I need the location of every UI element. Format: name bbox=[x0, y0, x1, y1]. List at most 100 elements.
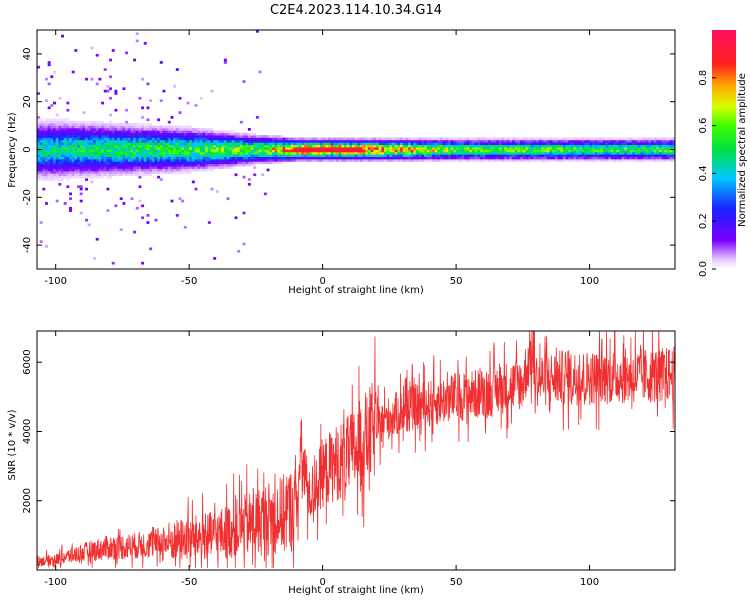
heatmap-cell bbox=[223, 135, 227, 138]
heatmap-cell bbox=[141, 166, 145, 169]
heatmap-cell bbox=[456, 156, 460, 160]
heatmap-cell bbox=[74, 123, 78, 126]
heatmap-cell bbox=[474, 151, 478, 155]
heatmap-cell bbox=[143, 168, 147, 172]
heatmap-cell bbox=[653, 154, 657, 157]
heatmap-cell bbox=[157, 137, 161, 141]
heatmap-cell bbox=[247, 132, 251, 136]
heatmap-cell bbox=[93, 125, 97, 129]
heatmap-cell bbox=[157, 132, 161, 136]
heatmap-cell bbox=[402, 149, 406, 153]
heatmap-cell bbox=[106, 154, 110, 157]
heatmap-cell bbox=[215, 147, 219, 150]
heatmap-cell bbox=[58, 137, 62, 141]
heatmap-cell bbox=[122, 161, 126, 165]
heatmap-cell bbox=[490, 147, 494, 150]
heatmap-cell bbox=[624, 142, 628, 146]
heatmap-cell bbox=[117, 168, 121, 172]
heatmap-cell bbox=[576, 137, 580, 141]
heatmap-cell bbox=[263, 139, 267, 143]
heatmap-cell bbox=[85, 168, 89, 172]
heatmap-cell bbox=[194, 130, 198, 134]
heatmap-cell bbox=[197, 168, 201, 172]
heatmap-cell bbox=[645, 154, 649, 157]
heatmap-cell bbox=[37, 123, 40, 126]
heatmap-cell bbox=[226, 135, 230, 138]
heatmap-cell bbox=[178, 151, 182, 155]
heatmap-cell bbox=[287, 151, 291, 155]
heatmap-cell bbox=[413, 142, 417, 146]
heatmap-cell bbox=[506, 144, 510, 148]
heatmap-cell bbox=[61, 34, 64, 38]
heatmap-cell bbox=[103, 166, 107, 169]
heatmap-cell bbox=[98, 171, 102, 174]
heatmap-cell bbox=[135, 132, 139, 136]
heatmap-cell bbox=[341, 154, 345, 157]
heatmap-cell bbox=[165, 171, 169, 174]
heatmap-cell bbox=[101, 123, 105, 126]
heatmap-cell bbox=[39, 130, 43, 134]
heatmap-cell bbox=[205, 130, 209, 134]
heatmap-cell bbox=[103, 156, 107, 160]
heatmap-cell bbox=[440, 159, 444, 162]
heatmap-cell bbox=[45, 125, 48, 129]
heatmap-cell bbox=[637, 137, 641, 141]
heatmap-cell bbox=[146, 132, 150, 136]
heatmap-cell bbox=[327, 139, 331, 143]
heatmap-cell bbox=[394, 151, 398, 155]
heatmap-cell bbox=[47, 156, 51, 160]
heatmap-cell bbox=[125, 159, 129, 162]
heatmap-cell bbox=[95, 237, 99, 241]
heatmap-cell bbox=[77, 142, 81, 146]
heatmap-cell bbox=[74, 139, 78, 143]
heatmap-cell bbox=[247, 159, 251, 162]
heatmap-cell bbox=[474, 154, 478, 157]
heatmap-cell bbox=[159, 127, 163, 131]
heatmap-cell bbox=[87, 144, 91, 148]
heatmap-cell bbox=[189, 130, 193, 134]
heatmap-cell bbox=[343, 154, 347, 157]
heatmap-cell bbox=[39, 127, 43, 131]
heatmap-cell bbox=[221, 132, 225, 136]
heatmap-cell bbox=[146, 135, 150, 138]
heatmap-cell bbox=[178, 147, 182, 150]
y-tick-label: 40 bbox=[22, 48, 33, 61]
heatmap-cell bbox=[666, 154, 670, 157]
heatmap-cell bbox=[661, 151, 665, 155]
heatmap-cell bbox=[661, 147, 665, 150]
heatmap-cell bbox=[157, 118, 161, 122]
heatmap-cell bbox=[389, 142, 393, 146]
heatmap-cell bbox=[520, 142, 524, 146]
heatmap-cell bbox=[69, 137, 72, 141]
heatmap-cell bbox=[205, 139, 209, 143]
heatmap-cell bbox=[189, 163, 193, 167]
heatmap-cell bbox=[66, 123, 70, 126]
heatmap-cell bbox=[138, 149, 142, 153]
heatmap-cell bbox=[242, 139, 246, 143]
heatmap-cell bbox=[141, 116, 145, 119]
heatmap-cell bbox=[63, 123, 67, 126]
heatmap-cell bbox=[544, 139, 548, 143]
heatmap-cell bbox=[58, 175, 62, 179]
heatmap-cell bbox=[119, 130, 123, 134]
heatmap-cell bbox=[106, 175, 110, 179]
heatmap-cell bbox=[301, 149, 305, 153]
heatmap-cell bbox=[239, 151, 243, 155]
heatmap-cell bbox=[39, 161, 43, 165]
heatmap-cell bbox=[472, 139, 476, 143]
heatmap-cell bbox=[138, 161, 142, 165]
heatmap-cell bbox=[389, 144, 393, 148]
heatmap-cell bbox=[637, 154, 641, 157]
heatmap-cell bbox=[408, 147, 412, 150]
heatmap-cell bbox=[640, 159, 644, 162]
heatmap-cell bbox=[138, 144, 142, 148]
heatmap-cell bbox=[215, 163, 219, 167]
heatmap-cell bbox=[125, 154, 129, 157]
heatmap-cell bbox=[69, 156, 72, 160]
heatmap-cell bbox=[194, 159, 198, 162]
heatmap-cell bbox=[93, 137, 97, 141]
heatmap-cell bbox=[178, 127, 182, 131]
heatmap-cell bbox=[400, 151, 404, 155]
heatmap-cell bbox=[119, 139, 123, 143]
heatmap-cell bbox=[624, 144, 628, 148]
